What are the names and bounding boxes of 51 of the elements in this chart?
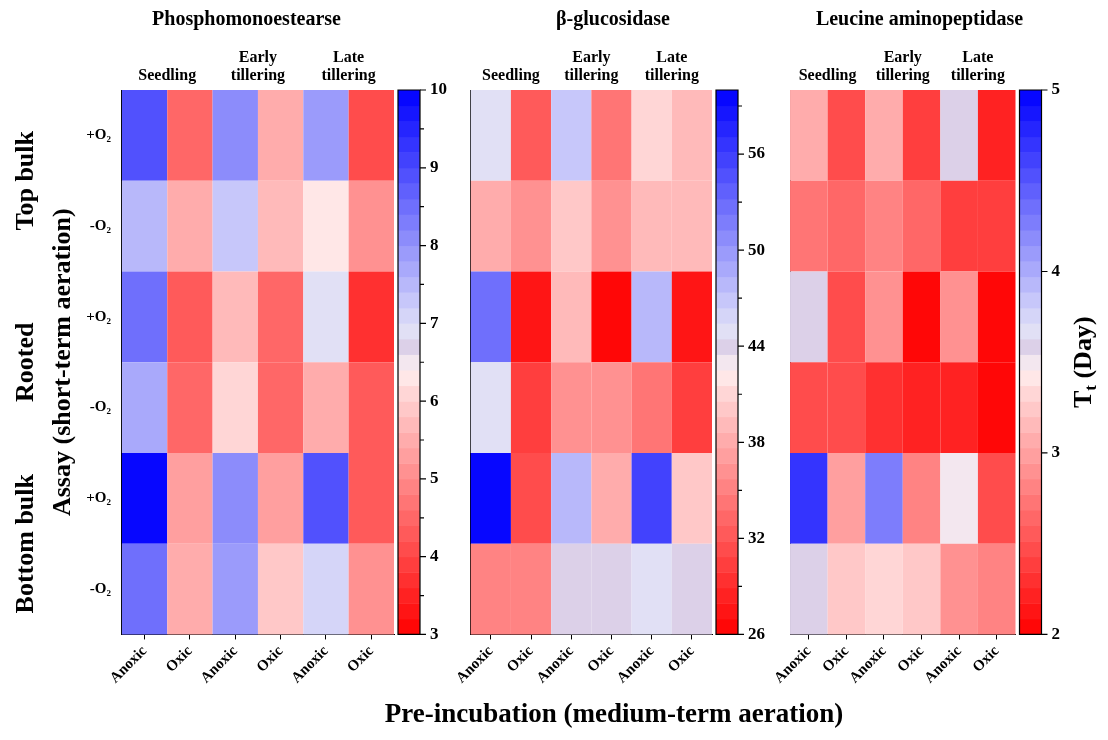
- color-bar-label: 56: [748, 143, 765, 163]
- color-bar-label: 7: [430, 312, 439, 332]
- text: Late tillering: [950, 48, 1006, 84]
- text: Top bulk: [9, 130, 39, 231]
- color-bar-label: 3: [1051, 442, 1060, 462]
- color-bar-label: 5: [430, 468, 439, 488]
- x-tick-label: Oxic: [503, 642, 537, 675]
- color-bar-label: 8: [430, 234, 439, 254]
- text: Seedling: [482, 66, 540, 84]
- chart-title: β-glucosidase: [556, 7, 671, 31]
- text: Early tillering: [564, 48, 619, 84]
- color-bar-label: 9: [430, 157, 439, 177]
- y-tick-label: +O₂: [86, 307, 112, 324]
- text: Seedling: [138, 66, 197, 84]
- text: Early tillering: [230, 48, 286, 84]
- color-bar-label: 26: [748, 623, 765, 643]
- x-tick-label: Oxic: [252, 642, 286, 675]
- y-axis-title: Assay (short-term aeration): [47, 208, 77, 517]
- y-tick-label: -O₂: [89, 216, 112, 233]
- y-tick-label: +O₂: [86, 489, 112, 506]
- text: Early tillering: [875, 48, 930, 84]
- color-bar-title: Tt (Day): [1067, 316, 1101, 409]
- color-bar-label: 10: [430, 79, 447, 99]
- x-tick-label: Oxic: [969, 642, 1002, 675]
- color-bar-label: 6: [430, 390, 439, 410]
- y-tick-label: -O₂: [89, 398, 112, 415]
- x-tick-label: Oxic: [818, 642, 852, 675]
- x-tick-label: Oxic: [664, 642, 697, 675]
- x-tick-label: Oxic: [162, 642, 196, 675]
- color-bar-label: 38: [748, 431, 765, 451]
- y-tick-label: +O₂: [86, 126, 112, 143]
- text: Late tillering: [321, 48, 376, 84]
- text: Seedling: [798, 66, 857, 84]
- text: Late tillering: [644, 48, 699, 84]
- chart-title: Phosphomonoestearse: [152, 7, 342, 31]
- color-bar-label: 4: [430, 546, 439, 566]
- color-bar-label: 50: [748, 239, 765, 259]
- x-tick-label: Oxic: [343, 642, 377, 675]
- chart-title: Leucine aminopeptidase: [815, 7, 1024, 31]
- y-tick-label: -O₂: [89, 579, 112, 596]
- color-bar-label: 4: [1051, 260, 1061, 280]
- color-bar-label: 32: [748, 527, 765, 547]
- x-axis-title: Pre-incubation (medium-term aeration): [384, 698, 844, 729]
- x-tick-label: Oxic: [893, 642, 927, 675]
- text: Bottom bulk: [9, 473, 39, 614]
- color-bar-label: 5: [1051, 79, 1060, 99]
- color-bar-label: 3: [430, 623, 439, 643]
- x-tick-label: Oxic: [583, 642, 617, 675]
- text: Rooted: [9, 321, 39, 402]
- color-bar-label: 44: [748, 335, 766, 355]
- color-bar-label: 2: [1051, 623, 1060, 643]
